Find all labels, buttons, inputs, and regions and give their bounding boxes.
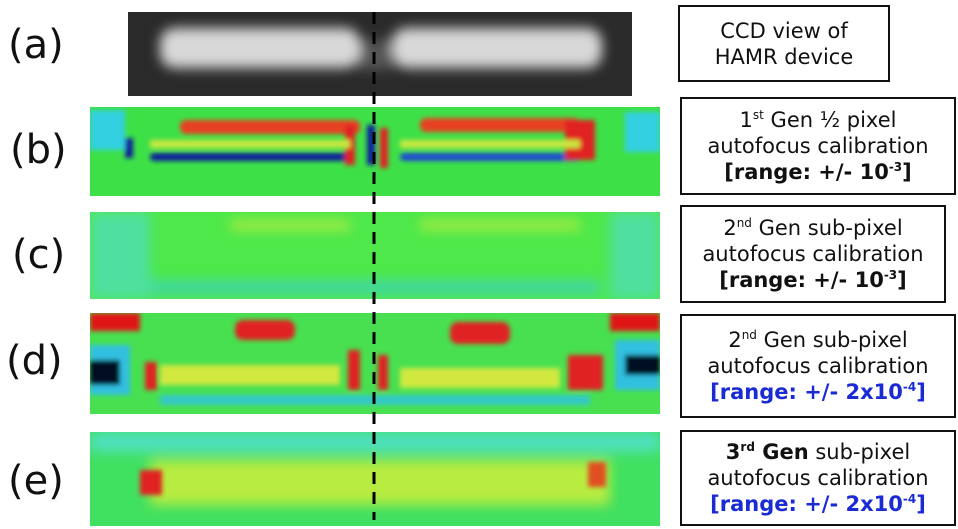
- caption-range: ]: [916, 492, 926, 516]
- caption-box: 2nd Gen sub-pixel autofocus calibration …: [680, 205, 946, 303]
- caption-text: autofocus calibration: [707, 354, 928, 378]
- panel-label: (e): [8, 458, 64, 504]
- caption-sup: -4: [903, 380, 916, 394]
- panel-label: (b): [10, 127, 67, 173]
- caption-text: autofocus calibration: [707, 466, 928, 490]
- caption-text: sub-pixel: [809, 440, 911, 464]
- caption-text: Gen ½ pixel: [764, 108, 897, 132]
- caption-sup: nd: [742, 328, 757, 342]
- caption-text: CCD view of: [720, 19, 847, 43]
- caption-box: CCD view of HAMR device: [678, 5, 890, 82]
- caption-range: [range: +/- 2x10: [710, 380, 903, 404]
- caption-text: 2: [723, 216, 736, 240]
- caption-text: autofocus calibration: [707, 134, 928, 158]
- panel-label: (d): [6, 338, 63, 384]
- caption-text: Gen: [755, 440, 809, 464]
- caption-range: ]: [897, 268, 907, 292]
- caption-sup: rd: [740, 440, 755, 454]
- caption-text: Gen sub-pixel: [757, 328, 908, 352]
- caption-text: 2: [728, 328, 741, 352]
- caption-text: 1: [740, 108, 753, 132]
- caption-sup: -3: [884, 268, 897, 282]
- caption-range: ]: [902, 160, 912, 184]
- caption-range: [range: +/- 2x10: [710, 492, 903, 516]
- panel-label: (a): [8, 22, 64, 68]
- caption-text: 3: [726, 440, 741, 464]
- caption-sup: -3: [889, 160, 902, 174]
- caption-text: Gen sub-pixel: [752, 216, 903, 240]
- caption-text: HAMR device: [715, 45, 854, 69]
- caption-box: 3rd Gen sub-pixel autofocus calibration …: [680, 430, 956, 526]
- caption-sup: nd: [737, 216, 752, 230]
- caption-text: autofocus calibration: [702, 242, 923, 266]
- figure: (a) (b) (c) (d) (e) CCD view of HAMR dev…: [0, 0, 958, 529]
- caption-range: ]: [916, 380, 926, 404]
- panel-label: (c): [12, 232, 65, 278]
- caption-sup: -4: [903, 492, 916, 506]
- ccd-image: [128, 12, 632, 96]
- caption-sup: st: [753, 108, 764, 122]
- caption-box: 2nd Gen sub-pixel autofocus calibration …: [680, 314, 956, 418]
- caption-range: [range: +/- 10: [719, 268, 884, 292]
- caption-box: 1st Gen ½ pixel autofocus calibration [r…: [680, 97, 956, 195]
- caption-range: [range: +/- 10: [724, 160, 889, 184]
